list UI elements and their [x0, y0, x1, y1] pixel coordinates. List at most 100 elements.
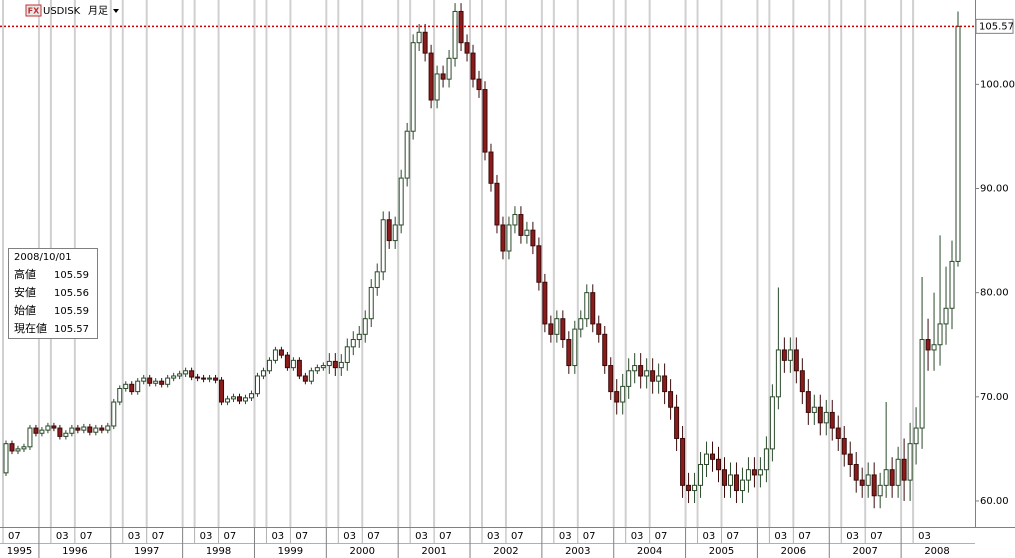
candle-body — [398, 177, 404, 226]
candle-body — [135, 380, 141, 393]
year-label: 2003 — [565, 546, 590, 557]
candle-body — [308, 370, 314, 382]
candle-body — [9, 443, 15, 452]
candle-body — [231, 396, 237, 400]
candle-body — [93, 427, 99, 433]
candle-body — [350, 339, 356, 348]
candle-body — [686, 484, 692, 492]
candle-body — [907, 443, 913, 481]
candle-body — [189, 370, 195, 378]
candle-body — [895, 458, 901, 486]
candle-body — [871, 474, 877, 497]
month-label: 07 — [439, 531, 452, 542]
candle-body — [889, 469, 895, 486]
month-label: 07 — [583, 531, 596, 542]
tooltip-date: 2008/10/01 — [14, 252, 72, 263]
candle-body — [542, 281, 548, 325]
candle-body — [374, 271, 380, 288]
candle-body — [739, 479, 745, 492]
month-label: 07 — [8, 531, 21, 542]
tooltip-row-value: 105.59 — [54, 270, 89, 281]
candle-body — [698, 464, 704, 486]
candle-body — [566, 339, 572, 367]
month-label: 03 — [846, 531, 859, 542]
year-label: 2008 — [924, 546, 949, 557]
candle-body — [787, 349, 793, 361]
candle-body — [721, 469, 727, 486]
candle-body — [171, 375, 177, 379]
month-label: 03 — [128, 531, 141, 542]
candle-body — [704, 453, 710, 466]
axes: 60.00 70.00 80.00 90.00 100.00 1995 1996 1997 19… — [2, 18, 1015, 558]
year-label: 2000 — [350, 546, 375, 557]
candle-body — [877, 484, 883, 497]
period: 月足 — [88, 5, 108, 17]
month-label: 03 — [271, 531, 284, 542]
month-label: 03 — [343, 531, 356, 542]
month-label: 03 — [918, 531, 931, 542]
candle-body — [57, 427, 63, 437]
candle-body — [716, 458, 722, 471]
candle-body — [584, 292, 590, 320]
tooltip-row-value: 105.57 — [54, 324, 89, 335]
tooltip-row-label: 始値 — [14, 303, 36, 317]
last-price-box — [975, 18, 1014, 34]
fx-icon — [25, 4, 42, 17]
candle-body — [446, 57, 452, 80]
candle-body — [506, 224, 512, 252]
month-label: 07 — [295, 531, 308, 542]
candle-body — [524, 229, 530, 236]
candle-body — [338, 361, 344, 369]
candle-body — [440, 73, 446, 80]
candle-body — [572, 328, 578, 367]
candle-body — [183, 370, 189, 375]
candle-body — [428, 52, 434, 101]
candle-body — [727, 474, 733, 486]
month-label: 07 — [798, 531, 811, 542]
candle-body — [296, 359, 302, 377]
month-label: 07 — [80, 531, 93, 542]
candle-body — [919, 339, 925, 429]
candle-body — [560, 318, 566, 341]
candle-body — [159, 380, 165, 385]
year-label: 2004 — [637, 546, 662, 557]
candle-body — [632, 365, 638, 372]
candle-body — [386, 219, 392, 242]
candle-body — [733, 474, 739, 492]
candle-body — [416, 31, 422, 44]
candle-body — [320, 365, 326, 369]
candle-body — [590, 292, 596, 325]
year-label: 2007 — [852, 546, 877, 557]
candle-body — [482, 89, 488, 153]
header[interactable]: FX USDISK 月足 — [25, 4, 119, 17]
candle-body — [608, 365, 614, 393]
candle-body — [266, 359, 272, 372]
candle-body — [943, 307, 949, 325]
candle-body — [614, 391, 620, 403]
month-label: 03 — [559, 531, 572, 542]
candle-body — [859, 479, 865, 486]
candle-body — [775, 349, 781, 398]
candle-body — [105, 425, 111, 431]
candle-body — [763, 448, 769, 471]
candle-body — [865, 474, 871, 486]
candle-body — [21, 446, 27, 450]
candle-body — [87, 426, 93, 433]
candle-body — [937, 323, 943, 346]
candle-body — [955, 25, 961, 262]
candle-body — [404, 130, 410, 179]
candle-body — [769, 396, 775, 450]
candle-body — [260, 370, 266, 377]
month-label: 07 — [511, 531, 524, 542]
candle-body — [290, 359, 296, 369]
candle-body — [332, 360, 338, 369]
candle-body — [237, 396, 243, 402]
candle-body — [751, 469, 757, 476]
candle-body — [33, 427, 39, 434]
candle-body — [500, 224, 506, 252]
candle-body — [692, 484, 698, 492]
candles — [0, 3, 975, 509]
candle-body — [452, 10, 458, 59]
tooltip-row-value: 105.56 — [54, 288, 89, 299]
